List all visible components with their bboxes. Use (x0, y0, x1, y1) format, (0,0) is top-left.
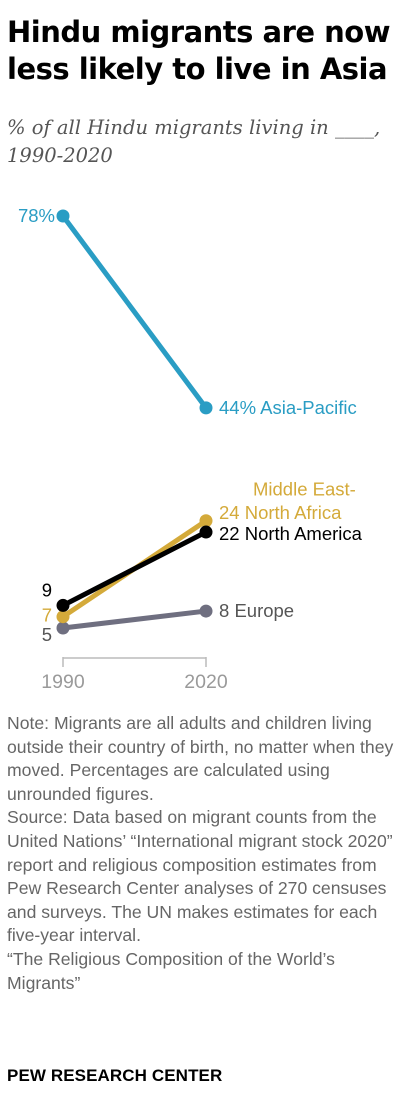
start-label-asia-pacific: 78% (18, 205, 55, 226)
x-tick-label-2020: 2020 (184, 671, 228, 693)
end-label-asia-pacific: 44% Asia-Pacific (219, 397, 357, 418)
start-label-middle-east-north-africa: 7 (42, 605, 52, 626)
start-label-north-america: 9 (42, 579, 52, 600)
report-title: “The Religious Composition of the World’… (7, 948, 335, 993)
data-point-europe-2020 (199, 604, 213, 618)
data-point-north-america-1990 (56, 598, 70, 612)
data-point-north-america-2020 (199, 525, 213, 539)
source-text: Source: Data based on migrant counts fro… (7, 807, 393, 946)
end-label-europe: 8 Europe (219, 600, 294, 621)
data-point-asia-pacific-2020 (199, 401, 213, 415)
end-label-middle-east-north-africa-line2: 24 North Africa (219, 502, 342, 523)
start-label-europe: 5 (42, 624, 52, 645)
data-point-europe-1990 (56, 621, 70, 635)
series-line-north-america (60, 529, 209, 608)
chart-subtitle: % of all Hindu migrants living in ____, … (7, 116, 381, 167)
end-label-north-america: 22 North America (219, 523, 363, 544)
chart-notes: Note: Migrants are all adults and childr… (7, 712, 397, 995)
chart-title: Hindu migrants are now less likely to li… (7, 15, 391, 86)
data-point-asia-pacific-1990 (56, 209, 70, 223)
x-tick-label-1990: 1990 (41, 671, 85, 693)
data-point-middle-east-north-africa-2020 (199, 514, 213, 528)
note-text: Note: Migrants are all adults and childr… (7, 713, 394, 804)
series-line-asia-pacific (60, 213, 209, 411)
data-point-middle-east-north-africa-1990 (56, 610, 70, 624)
end-label-middle-east-north-africa-line1: Middle East- (253, 479, 356, 500)
line-chart: 1990 2020 78% 9 75 44% Asia-Pacific Middle Eas… (18, 205, 363, 693)
series-line-europe (60, 608, 209, 631)
footer-credit: PEW RESEARCH CENTER (7, 1066, 223, 1085)
